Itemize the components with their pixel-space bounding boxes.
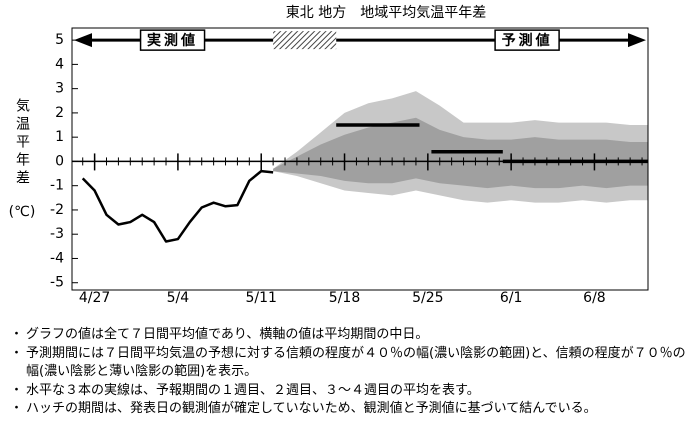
period-label: 実測値 <box>147 32 198 49</box>
x-tick-label: 5/25 <box>412 290 443 306</box>
plot-frame <box>71 27 649 291</box>
note: グラフの値は全て７日間平均値であり、横軸の値は平均期間の中日。 <box>10 326 690 345</box>
period-label-box <box>494 29 560 51</box>
arrow-head <box>74 33 92 48</box>
y-tick-label: 0 <box>55 153 64 169</box>
observed-line <box>81 169 274 243</box>
chart-title: 東北 地方 地域平均気温平年差 <box>286 5 486 21</box>
x-tick-label: 6/8 <box>583 290 606 306</box>
x-tick-label: 5/11 <box>245 290 276 306</box>
y-axis-unit: (℃) <box>9 204 36 220</box>
y-tick-label: 2 <box>55 105 64 121</box>
y-tick-label: 5 <box>55 32 64 48</box>
y-axis-label: 気温平年差 <box>14 98 30 188</box>
y-tick-label: -4 <box>50 250 64 266</box>
note: 水平な３本の実線は、予報期間の１週目、２週目、３～４週目の平均を表す。 <box>10 382 690 401</box>
x-tick-label: 4/27 <box>79 290 110 306</box>
x-tick-label: 5/18 <box>329 290 360 306</box>
x-tick-label: 5/4 <box>167 290 190 306</box>
y-tick-label: -1 <box>50 178 64 194</box>
period-label-box <box>139 29 206 51</box>
y-tick-label: -3 <box>50 226 64 242</box>
x-tick-label: 6/1 <box>500 290 523 306</box>
y-tick-label: 1 <box>55 129 64 145</box>
y-tick-label: -2 <box>50 202 64 218</box>
notes: グラフの値は全て７日間平均値であり、横軸の値は平均期間の中日。予測期間には７日間… <box>10 326 690 419</box>
chart: 東北 地方 地域平均気温平年差 気温平年差 (℃) 5 4 3 2 1 0 -1 -2 -3 -4… <box>9 5 649 306</box>
y-tick-label: 3 <box>55 81 64 97</box>
y-tick-label: 4 <box>55 56 64 72</box>
period-label: 予測値 <box>502 32 553 49</box>
hatch-period <box>273 31 337 50</box>
arrow-head <box>628 33 646 48</box>
y-tick-label: -5 <box>50 275 64 291</box>
note: ハッチの期間は、発表日の観測値が確定していないため、観測値と予測値に基づいて結ん… <box>10 400 690 419</box>
note: 予測期間には７日間平均気温の予想に対する信頼の程度が４０％の幅(濃い陰影の範囲)… <box>10 345 690 382</box>
